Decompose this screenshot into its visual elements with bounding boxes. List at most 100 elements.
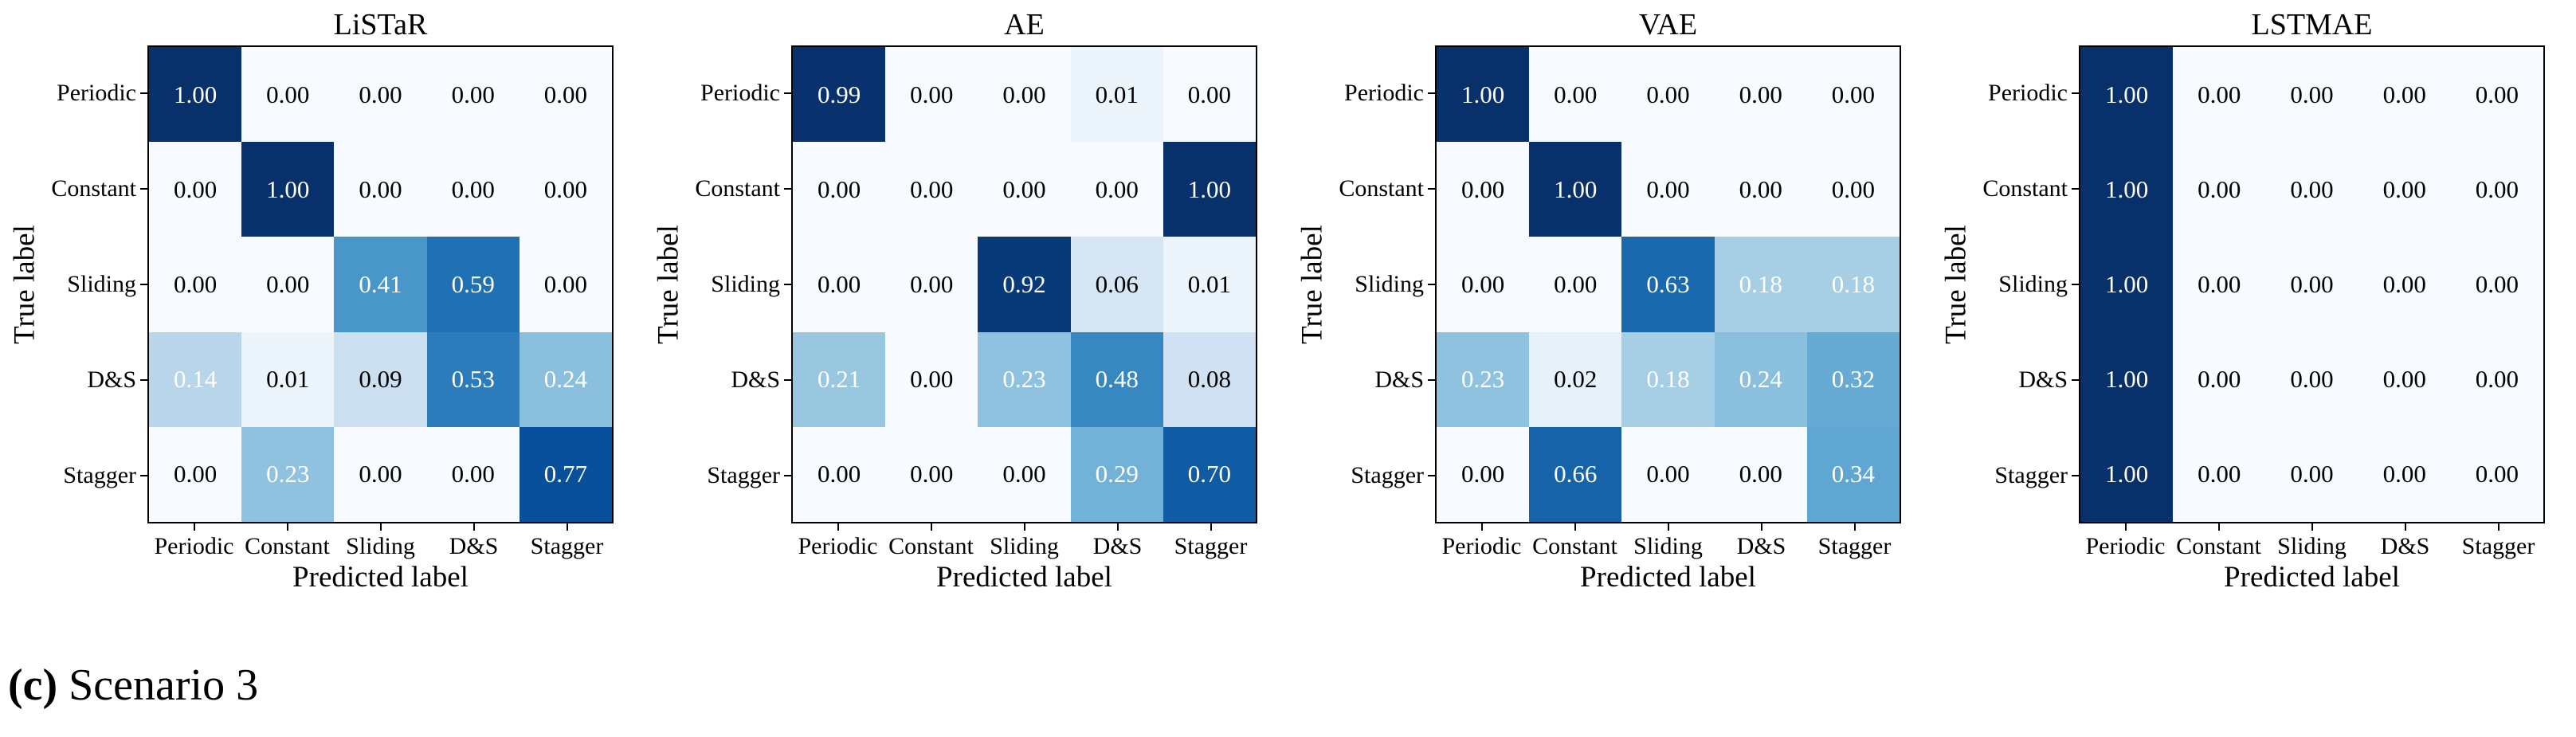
matrix-cell: 0.00	[334, 142, 427, 237]
matrix-cell: 1.00	[1163, 142, 1256, 237]
panel-title: LiSTaR	[333, 8, 428, 41]
matrix-cell: 0.00	[2450, 142, 2543, 237]
panel-title: VAE	[1638, 8, 1698, 41]
matrix-cell: 0.00	[2265, 47, 2358, 143]
matrix-cell: 0.00	[885, 47, 978, 143]
matrix-cell: 0.00	[978, 426, 1071, 522]
heatmap-grid: 0.99 0.00 0.00 0.01 0.00 0.00 0.00 0.00 0.00 1.00…	[791, 45, 1257, 523]
x-tick-label: Periodic	[2079, 523, 2172, 560]
x-tick-label: Stagger	[1164, 523, 1257, 560]
figure-caption: (c) Scenario 3	[8, 660, 258, 711]
y-tick-label: Constant	[693, 141, 791, 237]
matrix-cell: 0.00	[2358, 237, 2451, 332]
matrix-cell: 0.00	[1529, 237, 1622, 332]
x-tick-label: Sliding	[978, 523, 1071, 560]
y-tick-label: Periodic	[1337, 45, 1435, 141]
y-axis-label: True label	[1296, 225, 1329, 344]
y-tick-label: Constant	[1337, 141, 1435, 237]
matrix-cell: 0.00	[793, 142, 886, 237]
matrix-cell: 0.00	[2173, 237, 2266, 332]
x-axis-label: Predicted label	[292, 561, 469, 594]
y-tick-label: D&S	[693, 332, 791, 428]
x-tick-label: Constant	[1528, 523, 1621, 560]
matrix-cell: 0.00	[1163, 47, 1256, 143]
caption-marker: (c)	[8, 661, 58, 710]
matrix-cell: 1.00	[1529, 142, 1622, 237]
y-axis: True label	[0, 45, 49, 523]
matrix-cell: 0.06	[1070, 237, 1163, 332]
matrix-cell: 0.00	[241, 47, 335, 143]
y-axis: True label	[1931, 45, 1981, 523]
matrix-cell: 0.32	[1806, 331, 1900, 427]
matrix-cell: 0.34	[1806, 426, 1900, 522]
matrix-cell: 0.00	[334, 47, 427, 143]
y-tick-label: Stagger	[1337, 428, 1435, 523]
x-axis-label: Predicted label	[1580, 561, 1756, 594]
x-tick-label: Stagger	[2452, 523, 2545, 560]
matrix-cell: 0.00	[149, 426, 242, 522]
matrix-cell: 0.00	[2265, 237, 2358, 332]
panel-title: LSTMAE	[2251, 8, 2373, 41]
matrix-cell: 0.53	[426, 331, 520, 427]
y-tick-label: D&S	[1337, 332, 1435, 428]
matrix-cell: 0.00	[1714, 47, 1807, 143]
heatmap-grid: 1.00 0.00 0.00 0.00 0.00 0.00 1.00 0.00 0.00 0.00…	[147, 45, 614, 523]
x-tick-labels: Periodic Constant Sliding D&S Stagger	[2079, 523, 2545, 560]
y-axis: True label	[1288, 45, 1337, 523]
matrix-cell: 0.00	[1621, 47, 1715, 143]
y-tick-label: Constant	[49, 141, 147, 237]
matrix-cell: 0.00	[1621, 426, 1715, 522]
matrix-cell: 0.18	[1806, 237, 1900, 332]
matrix-cell: 0.00	[519, 237, 612, 332]
matrix-cell: 1.00	[2080, 426, 2174, 522]
y-tick-label: Stagger	[1981, 428, 2079, 523]
x-tick-label: Periodic	[791, 523, 884, 560]
matrix-cell: 1.00	[149, 47, 242, 143]
matrix-cell: 0.48	[1070, 331, 1163, 427]
matrix-cell: 0.00	[2358, 47, 2451, 143]
matrix-cell: 0.59	[426, 237, 520, 332]
y-tick-label: D&S	[1981, 332, 2079, 428]
matrix-cell: 1.00	[2080, 47, 2174, 143]
y-tick-label: Stagger	[49, 428, 147, 523]
x-tick-label: Sliding	[1621, 523, 1715, 560]
matrix-cell: 0.00	[1437, 142, 1530, 237]
matrix-cell: 0.00	[334, 426, 427, 522]
matrix-cell: 0.00	[2265, 426, 2358, 522]
panel-title: AE	[1004, 8, 1045, 41]
y-tick-label: Periodic	[1981, 45, 2079, 141]
matrix-cell: 0.00	[1621, 142, 1715, 237]
matrix-cell: 0.00	[2173, 331, 2266, 427]
matrix-cell: 0.00	[2450, 237, 2543, 332]
x-tick-label: Periodic	[1435, 523, 1528, 560]
matrix-cell: 0.00	[149, 237, 242, 332]
matrix-cell: 0.00	[149, 142, 242, 237]
matrix-cell: 0.70	[1163, 426, 1256, 522]
x-tick-label: Periodic	[147, 523, 241, 560]
x-tick-label: Constant	[884, 523, 978, 560]
y-axis-label: True label	[1939, 225, 1973, 344]
matrix-cell: 0.00	[241, 237, 335, 332]
matrix-cell: 0.00	[1806, 142, 1900, 237]
y-tick-label: Stagger	[693, 428, 791, 523]
matrix-cell: 0.00	[885, 426, 978, 522]
matrix-cell: 0.00	[793, 237, 886, 332]
x-tick-labels: Periodic Constant Sliding D&S Stagger	[147, 523, 614, 560]
matrix-cell: 0.63	[1621, 237, 1715, 332]
matrix-cell: 0.23	[1437, 331, 1530, 427]
matrix-cell: 1.00	[2080, 142, 2174, 237]
matrix-cell: 0.00	[426, 426, 520, 522]
matrix-cell: 0.00	[978, 47, 1071, 143]
matrix-cell: 0.00	[1714, 142, 1807, 237]
x-tick-label: Stagger	[1808, 523, 1901, 560]
confusion-matrix-panel: AE True label Periodic Constant Sliding D&S…	[644, 0, 1288, 597]
matrix-cell: 1.00	[2080, 331, 2174, 427]
matrix-cell: 0.00	[885, 331, 978, 427]
matrix-cell: 0.23	[241, 426, 335, 522]
matrix-cell: 0.00	[978, 142, 1071, 237]
matrix-cell: 0.18	[1621, 331, 1715, 427]
matrix-cell: 0.00	[2450, 47, 2543, 143]
matrix-cell: 0.01	[1070, 47, 1163, 143]
y-tick-labels: Periodic Constant Sliding D&S Stagger	[1337, 45, 1435, 523]
